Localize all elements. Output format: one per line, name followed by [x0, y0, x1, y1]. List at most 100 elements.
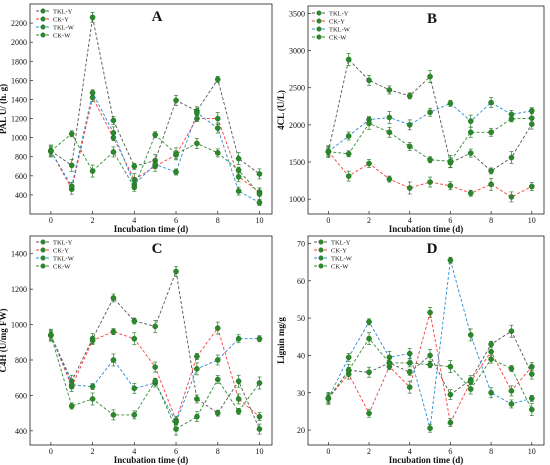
data-point [366, 335, 372, 342]
y-tick-label: 400 [15, 427, 27, 436]
data-point [488, 181, 494, 188]
data-point [345, 151, 352, 157]
data-point [194, 366, 200, 372]
y-tick-label: 1600 [11, 76, 27, 85]
data-point [214, 150, 221, 156]
data-point [152, 131, 158, 138]
y-axis-label: C4H (U/mg FW) [0, 309, 8, 373]
data-point [427, 352, 433, 359]
data-point [345, 56, 352, 63]
series-line [50, 96, 260, 193]
data-point [89, 383, 96, 390]
legend-marker [40, 239, 46, 245]
data-point [131, 318, 138, 324]
data-point [110, 357, 117, 363]
plot-frame [29, 3, 273, 215]
x-tick-label: 2 [367, 216, 371, 225]
data-point [68, 403, 75, 409]
y-axis-label: Lignin mg/g [276, 317, 286, 364]
legend-label: CK-Y [329, 18, 345, 25]
x-tick-label: 6 [174, 216, 178, 225]
x-axis-label: Incubation time (d) [114, 224, 189, 234]
data-point [89, 89, 96, 96]
data-point [235, 173, 242, 180]
legend-label: TKL-W [331, 255, 353, 262]
data-point [406, 93, 413, 99]
panel-letter: D [427, 241, 438, 257]
data-point [528, 363, 535, 370]
data-point [235, 188, 242, 194]
data-point [406, 122, 413, 128]
data-point [256, 199, 263, 206]
x-axis-label: Incubation time (d) [389, 455, 464, 465]
y-tick-label: 800 [15, 153, 27, 162]
plot-frame [307, 5, 545, 215]
data-point [528, 371, 535, 377]
x-tick-label: 4 [408, 447, 412, 456]
data-point [386, 129, 393, 136]
y-tick-label: 50 [297, 314, 305, 323]
data-point [256, 413, 263, 420]
y-tick-label: 1000 [11, 134, 27, 143]
series-line [50, 269, 260, 430]
plot-frame [29, 235, 273, 446]
data-point [406, 360, 413, 366]
data-point [427, 73, 433, 80]
data-point [110, 328, 117, 335]
series-ck-w [48, 130, 263, 201]
data-point [508, 154, 515, 161]
x-tick-label: 8 [216, 216, 220, 225]
data-point [488, 168, 494, 174]
y-tick-label: 3500 [289, 9, 305, 18]
data-point [406, 384, 413, 390]
y-tick-label: 2200 [11, 19, 27, 28]
data-point [427, 361, 433, 368]
legend-marker [316, 26, 322, 32]
data-point [110, 117, 117, 124]
data-point [488, 348, 494, 355]
x-tick-label: 4 [132, 216, 136, 225]
data-point [256, 335, 263, 342]
data-point [345, 367, 352, 374]
data-point [68, 131, 75, 137]
data-point [235, 396, 242, 402]
data-point [214, 376, 221, 383]
data-point [447, 391, 454, 398]
y-tick-label: 1200 [11, 285, 27, 294]
series-line [328, 117, 532, 162]
data-point [508, 365, 515, 372]
legend-marker [316, 34, 322, 40]
legend-marker [318, 247, 324, 253]
data-point [214, 325, 221, 331]
series-tkl-w [48, 329, 263, 426]
legend-label: TKL-W [53, 24, 75, 31]
legend-label: CK-W [331, 263, 349, 270]
data-point [131, 163, 138, 170]
legend-marker [316, 18, 322, 24]
data-point [508, 328, 515, 334]
x-tick-label: 0 [326, 216, 330, 225]
series-ck-w [325, 111, 535, 168]
legend-label: TKL-Y [329, 10, 349, 17]
series-line [50, 327, 260, 422]
data-point [48, 332, 54, 338]
data-point [89, 396, 96, 402]
x-tick-label: 6 [448, 447, 452, 456]
x-tick-label: 8 [216, 447, 220, 456]
x-tick-label: 2 [367, 447, 371, 456]
legend-marker [40, 247, 46, 253]
x-axis-label: Incubation time (d) [114, 455, 189, 465]
chart-panel-b: 0 2 4 6 8 10 1000 1500 2000 2500 3000 3500 Incubatio… [276, 5, 545, 234]
data-point [366, 369, 372, 376]
y-tick-label: 40 [297, 351, 305, 360]
data-point [89, 14, 96, 21]
data-point [214, 357, 221, 363]
data-point [366, 410, 372, 417]
data-point [325, 148, 332, 155]
data-point [68, 381, 75, 388]
data-point [488, 356, 494, 362]
data-point [89, 168, 96, 174]
